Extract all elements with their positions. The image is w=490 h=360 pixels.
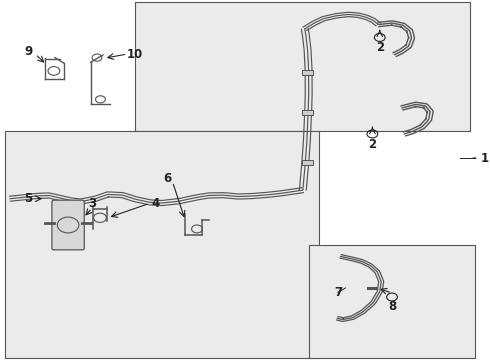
Text: - 1: - 1 bbox=[472, 152, 489, 165]
Text: 7: 7 bbox=[334, 286, 342, 299]
Text: 3: 3 bbox=[88, 197, 96, 210]
Polygon shape bbox=[5, 131, 318, 358]
Text: 2: 2 bbox=[368, 138, 376, 151]
FancyBboxPatch shape bbox=[52, 200, 84, 250]
Text: 8: 8 bbox=[388, 300, 396, 312]
Text: 4: 4 bbox=[152, 197, 160, 210]
Text: 2: 2 bbox=[376, 41, 384, 54]
Bar bbox=[302, 70, 313, 75]
Text: 5: 5 bbox=[24, 192, 32, 205]
Text: 9: 9 bbox=[24, 45, 32, 58]
Bar bbox=[302, 110, 313, 115]
Text: 6: 6 bbox=[164, 172, 171, 185]
Bar bbox=[302, 160, 313, 165]
Polygon shape bbox=[135, 2, 470, 131]
Text: 10: 10 bbox=[126, 48, 143, 60]
Polygon shape bbox=[309, 245, 475, 358]
